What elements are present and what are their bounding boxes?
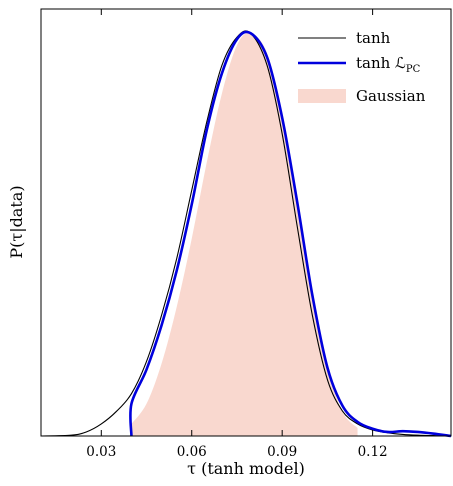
x-tick-label: 0.06 bbox=[177, 444, 207, 460]
legend-item: Gaussian bbox=[298, 87, 426, 105]
legend-label: tanh bbox=[356, 29, 391, 47]
legend-item: tanh bbox=[298, 29, 391, 47]
legend: tanh tanh ℒPC Gaussian bbox=[298, 29, 426, 105]
x-tick-label: 0.09 bbox=[267, 444, 297, 460]
legend-label: Gaussian bbox=[356, 87, 426, 105]
x-axis-ticks: 0.03 0.06 0.09 0.12 bbox=[86, 9, 388, 460]
x-axis-label: τ (tanh model) bbox=[187, 459, 305, 478]
legend-item: tanh ℒPC bbox=[298, 54, 421, 75]
x-tick-label: 0.12 bbox=[358, 444, 388, 460]
y-axis-label: P(τ|data) bbox=[7, 185, 26, 258]
plot-frame bbox=[40, 8, 452, 437]
legend-swatch bbox=[298, 89, 346, 103]
x-tick-label: 0.03 bbox=[86, 444, 116, 460]
legend-label: tanh ℒPC bbox=[356, 54, 421, 75]
gaussian-area bbox=[131, 32, 358, 437]
plot-area bbox=[40, 30, 452, 438]
tanh-lpc-line bbox=[129, 30, 452, 438]
